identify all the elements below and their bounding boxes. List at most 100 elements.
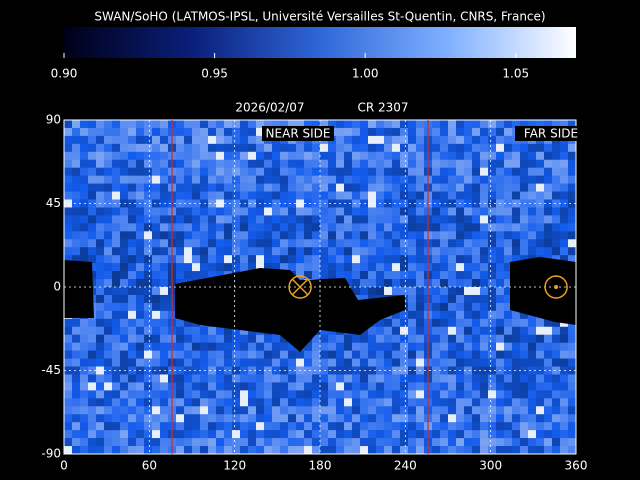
map-cell (96, 318, 105, 328)
map-cell (360, 255, 369, 264)
map-cell (128, 231, 137, 240)
map-cell (496, 135, 505, 145)
map-cell (552, 167, 561, 176)
map-cell (480, 231, 489, 240)
map-cell (296, 414, 305, 423)
map-cell (368, 199, 377, 208)
map-cell (464, 302, 473, 312)
map-cell (64, 430, 73, 439)
map-cell (528, 120, 537, 129)
map-cell (392, 390, 401, 399)
map-cell (360, 231, 369, 240)
map-cell (552, 406, 561, 415)
map-cell (200, 159, 209, 169)
map-cell (552, 223, 561, 232)
map-cell (416, 223, 425, 232)
map-cell (104, 406, 113, 415)
map-cell (200, 247, 209, 256)
map-cell (480, 310, 489, 320)
map-cell (120, 390, 129, 399)
map-cell (344, 438, 353, 447)
map-cell (208, 430, 217, 439)
map-cell (240, 239, 249, 248)
map-cell (320, 143, 329, 153)
map-cell (184, 342, 193, 351)
map-cell (240, 143, 249, 153)
map-cell (264, 143, 273, 153)
map-cell (80, 334, 89, 343)
map-cell (272, 255, 281, 264)
map-cell (296, 358, 305, 367)
map-cell (512, 231, 521, 240)
map-cell (72, 414, 81, 423)
map-cell (448, 374, 457, 383)
map-cell (520, 438, 529, 447)
map-cell (264, 255, 273, 264)
map-cell (280, 350, 289, 359)
map-cell (536, 215, 545, 224)
map-cell (256, 215, 265, 224)
map-cell (400, 215, 409, 224)
map-cell (200, 223, 209, 232)
map-cell (504, 414, 513, 423)
map-cell (120, 318, 129, 328)
map-cell (496, 223, 505, 232)
map-cell (496, 302, 505, 312)
map-cell (120, 175, 129, 184)
map-cell (240, 247, 249, 256)
map-cell (352, 183, 361, 192)
map-cell (72, 350, 81, 359)
map-cell (368, 151, 377, 161)
map-cell (472, 167, 481, 176)
map-cell (280, 430, 289, 439)
map-cell (304, 255, 313, 264)
map-cell (368, 334, 377, 343)
map-cell (504, 247, 513, 256)
map-cell (360, 183, 369, 192)
map-cell (144, 151, 153, 161)
map-cell (384, 350, 393, 359)
map-cell (496, 294, 505, 304)
map-cell (232, 120, 241, 129)
map-cell (376, 422, 385, 431)
map-cell (96, 302, 105, 312)
map-cell (192, 263, 201, 272)
map-cell (392, 310, 401, 320)
map-cell (520, 191, 529, 200)
map-cell (440, 127, 449, 137)
map-cell (304, 231, 313, 240)
map-cell (344, 183, 353, 192)
map-cell (488, 255, 497, 264)
map-cell (192, 223, 201, 232)
map-cell (456, 422, 465, 431)
map-cell (384, 135, 393, 145)
map-cell (504, 263, 513, 272)
map-cell (240, 120, 249, 129)
map-cell (344, 382, 353, 391)
map-cell (200, 438, 209, 447)
map-cell (272, 159, 281, 169)
map-cell (128, 406, 137, 415)
map-cell (240, 207, 249, 216)
map-cell (360, 120, 369, 129)
map-cell (568, 175, 577, 184)
map-cell (560, 430, 569, 439)
map-cell (560, 255, 569, 264)
map-cell (464, 207, 473, 216)
map-cell (392, 350, 401, 359)
map-cell (184, 223, 193, 232)
map-cell (520, 215, 529, 224)
map-cell (488, 422, 497, 431)
map-cell (312, 231, 321, 240)
map-cell (184, 247, 193, 256)
map-cell (400, 318, 409, 328)
map-cell (384, 358, 393, 367)
map-cell (568, 215, 577, 224)
map-cell (344, 422, 353, 431)
map-cell (408, 215, 417, 224)
map-cell (392, 159, 401, 169)
map-cell (368, 191, 377, 200)
map-cell (232, 382, 241, 391)
map-cell (504, 382, 513, 391)
map-cell (336, 151, 345, 161)
